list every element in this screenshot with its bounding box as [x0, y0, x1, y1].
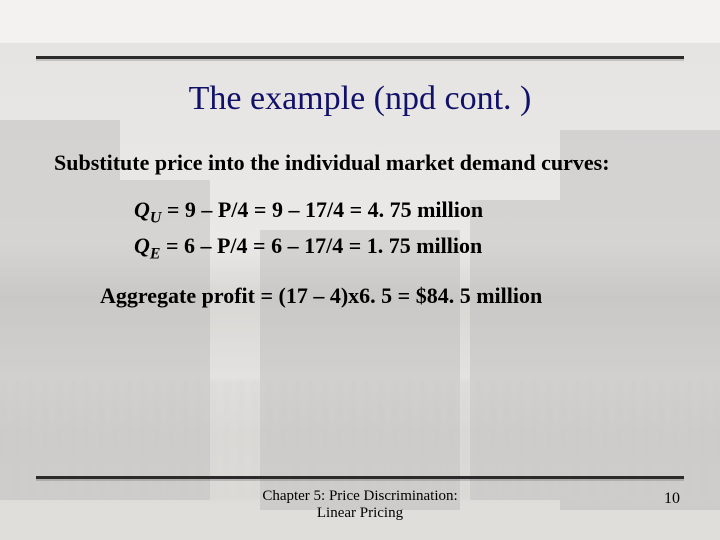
footer-line-2: Linear Pricing: [0, 505, 720, 522]
content-area: Substitute price into the individual mar…: [54, 150, 680, 309]
page-number: 10: [664, 490, 680, 508]
lead-text: Substitute price into the individual mar…: [54, 150, 680, 176]
eq2-var: Q: [134, 233, 150, 258]
footer: Chapter 5: Price Discrimination: Linear …: [0, 488, 720, 522]
eq1-sub: U: [150, 209, 161, 226]
footer-line-1: Chapter 5: Price Discrimination:: [0, 488, 720, 505]
top-rule: [36, 56, 684, 59]
slide-title: The example (npd cont. ): [0, 80, 720, 118]
equation-qe: QE = 6 – P/4 = 6 – 17/4 = 1. 75 million: [134, 230, 680, 266]
equation-qu: QU = 9 – P/4 = 9 – 17/4 = 4. 75 million: [134, 194, 680, 230]
eq2-sub: E: [150, 246, 161, 263]
eq2-rhs: = 6 – P/4 = 6 – 17/4 = 1. 75 million: [160, 233, 482, 258]
eq1-var: Q: [134, 197, 150, 222]
aggregate-profit: Aggregate profit = (17 – 4)x6. 5 = $84. …: [100, 283, 680, 309]
eq1-rhs: = 9 – P/4 = 9 – 17/4 = 4. 75 million: [161, 197, 483, 222]
bottom-rule: [36, 476, 684, 479]
slide: The example (npd cont. ) Substitute pric…: [0, 0, 720, 540]
